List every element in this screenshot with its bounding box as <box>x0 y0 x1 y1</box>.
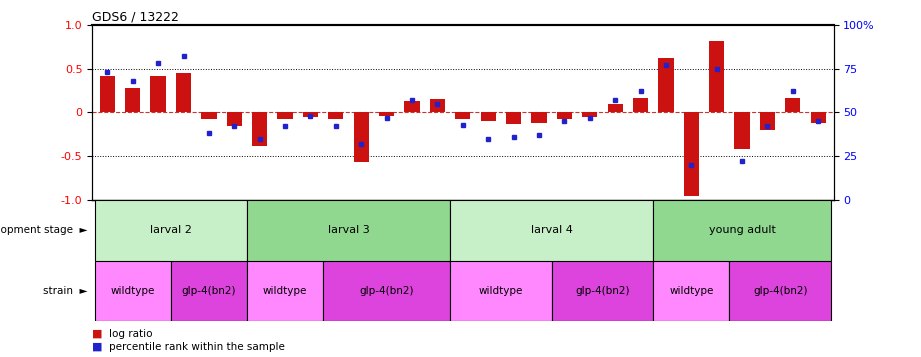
Text: GSM448: GSM448 <box>555 203 565 239</box>
Bar <box>653 261 729 321</box>
Text: glp-4(bn2): glp-4(bn2) <box>359 286 414 296</box>
Text: GSM442: GSM442 <box>707 203 717 239</box>
Bar <box>252 112 267 146</box>
Text: glp-4(bn2): glp-4(bn2) <box>181 286 236 296</box>
Text: GSM447: GSM447 <box>352 203 361 239</box>
Text: ■: ■ <box>92 329 102 339</box>
Text: larval 2: larval 2 <box>150 225 192 235</box>
Bar <box>303 112 318 117</box>
Bar <box>506 112 521 124</box>
Text: development stage  ►: development stage ► <box>0 225 87 235</box>
Text: GSM443: GSM443 <box>784 203 793 239</box>
Text: GSM445: GSM445 <box>251 203 260 239</box>
Bar <box>786 97 800 112</box>
Bar <box>659 58 673 112</box>
Text: wildtype: wildtype <box>479 286 523 296</box>
Text: glp-4(bn2): glp-4(bn2) <box>576 286 630 296</box>
Text: GSM455: GSM455 <box>403 203 412 239</box>
Text: GSM452: GSM452 <box>581 203 589 239</box>
Bar <box>455 112 471 120</box>
Bar <box>653 200 831 261</box>
Text: GSM463: GSM463 <box>174 203 183 239</box>
Bar <box>709 41 724 112</box>
Bar <box>760 112 775 130</box>
Text: GSM454: GSM454 <box>505 203 514 239</box>
Text: strain  ►: strain ► <box>43 286 87 296</box>
Text: GSM441: GSM441 <box>682 203 692 239</box>
Text: wildtype: wildtype <box>262 286 308 296</box>
Bar <box>125 88 140 112</box>
Text: wildtype: wildtype <box>111 286 155 296</box>
Text: percentile rank within the sample: percentile rank within the sample <box>109 342 285 352</box>
Bar <box>99 76 115 112</box>
Bar <box>557 112 572 119</box>
Text: log ratio: log ratio <box>109 329 152 339</box>
Text: GSM466: GSM466 <box>327 203 336 239</box>
Bar <box>202 112 216 119</box>
Bar <box>277 112 293 120</box>
Text: ■: ■ <box>92 342 102 352</box>
Text: GSM446: GSM446 <box>454 203 462 239</box>
Text: larval 4: larval 4 <box>530 225 573 235</box>
Text: GSM458: GSM458 <box>632 203 640 239</box>
Bar <box>95 200 247 261</box>
Text: GSM460: GSM460 <box>99 203 108 239</box>
Bar <box>481 112 495 121</box>
Text: GSM438: GSM438 <box>657 203 666 239</box>
Bar <box>608 104 623 112</box>
Text: GSM453: GSM453 <box>301 203 310 239</box>
Bar <box>247 261 323 321</box>
Text: GSM439: GSM439 <box>733 203 742 239</box>
Bar <box>633 97 648 112</box>
Text: GSM449: GSM449 <box>276 203 286 239</box>
Bar <box>450 261 552 321</box>
Text: glp-4(bn2): glp-4(bn2) <box>753 286 808 296</box>
Bar <box>354 112 368 162</box>
Text: larval 3: larval 3 <box>328 225 369 235</box>
Bar <box>683 112 699 196</box>
Text: wildtype: wildtype <box>670 286 714 296</box>
Bar <box>810 112 826 123</box>
Bar <box>729 261 831 321</box>
Text: GSM461: GSM461 <box>123 203 133 239</box>
Bar <box>404 101 420 112</box>
Bar <box>582 112 598 117</box>
Bar <box>176 73 192 112</box>
Bar <box>95 261 170 321</box>
Text: GSM465: GSM465 <box>226 203 234 239</box>
Text: GSM464: GSM464 <box>200 203 209 239</box>
Bar <box>531 112 546 123</box>
Text: GSM462: GSM462 <box>149 203 158 239</box>
Bar <box>450 200 653 261</box>
Text: GSM444: GSM444 <box>810 203 818 239</box>
Bar <box>227 112 242 126</box>
Bar <box>170 261 247 321</box>
Text: GSM440: GSM440 <box>759 203 767 239</box>
Bar <box>430 99 445 112</box>
Bar <box>552 261 653 321</box>
Text: young adult: young adult <box>708 225 775 235</box>
Text: GSM456: GSM456 <box>606 203 615 239</box>
Bar <box>734 112 750 149</box>
Text: GSM457: GSM457 <box>530 203 539 239</box>
Bar <box>328 112 344 119</box>
Bar <box>150 76 166 112</box>
Bar <box>379 112 394 116</box>
Text: GSM450: GSM450 <box>479 203 488 239</box>
Text: GDS6 / 13222: GDS6 / 13222 <box>92 11 179 24</box>
Bar <box>247 200 450 261</box>
Text: GSM451: GSM451 <box>378 203 387 239</box>
Bar <box>323 261 450 321</box>
Text: GSM459: GSM459 <box>428 203 437 239</box>
